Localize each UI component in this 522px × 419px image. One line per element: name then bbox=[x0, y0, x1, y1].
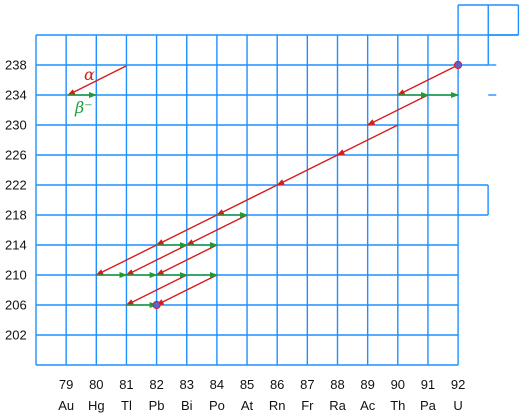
x-tick-atomic-number: 84 bbox=[210, 377, 224, 392]
x-tick-element: Hg bbox=[88, 398, 105, 413]
x-tick-atomic-number: 91 bbox=[421, 377, 435, 392]
x-tick-element: Fr bbox=[301, 398, 314, 413]
x-tick-element: Bi bbox=[181, 398, 193, 413]
x-tick-element: Tl bbox=[121, 398, 132, 413]
nuclide-node bbox=[152, 300, 161, 310]
alpha-decay-arrow bbox=[155, 244, 218, 276]
alpha-decay-arrow bbox=[155, 274, 218, 306]
x-tick-element: At bbox=[241, 398, 254, 413]
x-axis-labels: 79 Au 80 Hg 81 Tl 82 Pb 83 Bi 84 Po 85 At 86 Rn 87 Fr 88 Ra… bbox=[58, 377, 465, 413]
x-tick-element: U bbox=[453, 398, 462, 413]
x-tick-element: Pa bbox=[420, 398, 437, 413]
y-tick-label: 234 bbox=[5, 88, 27, 103]
y-tick-label: 210 bbox=[5, 268, 27, 283]
legend-beta-label: β⁻ bbox=[74, 98, 93, 117]
alpha-decay-arrow bbox=[125, 244, 188, 276]
x-tick-atomic-number: 92 bbox=[451, 377, 465, 392]
x-tick-element: Au bbox=[58, 398, 74, 413]
x-tick-element: Pb bbox=[149, 398, 165, 413]
alpha-decay-arrow bbox=[155, 214, 218, 246]
y-tick-label: 214 bbox=[5, 238, 27, 253]
x-tick-atomic-number: 90 bbox=[391, 377, 405, 392]
nodes bbox=[152, 60, 463, 310]
y-axis-labels: 238 234 230 226 222 218 214 210 206 202 bbox=[5, 58, 27, 343]
x-tick-atomic-number: 80 bbox=[89, 377, 103, 392]
alpha-decay-arrow bbox=[185, 214, 248, 246]
grid bbox=[35, 4, 520, 366]
alpha-decay-arrow bbox=[396, 64, 459, 96]
nuclide-node bbox=[454, 60, 463, 70]
y-tick-label: 226 bbox=[5, 148, 27, 163]
x-tick-atomic-number: 86 bbox=[270, 377, 284, 392]
x-tick-atomic-number: 89 bbox=[360, 377, 374, 392]
x-tick-atomic-number: 82 bbox=[149, 377, 163, 392]
alpha-decays bbox=[95, 64, 459, 306]
y-tick-label: 202 bbox=[5, 328, 27, 343]
y-tick-label: 230 bbox=[5, 118, 27, 133]
legend-alpha-label: α bbox=[84, 65, 95, 84]
x-tick-atomic-number: 85 bbox=[240, 377, 254, 392]
beta-decays bbox=[96, 92, 460, 308]
x-tick-element: Ac bbox=[360, 398, 376, 413]
legend: α β⁻ bbox=[67, 65, 127, 117]
x-tick-atomic-number: 83 bbox=[180, 377, 194, 392]
alpha-decay-arrow bbox=[366, 94, 429, 126]
x-tick-element: Rn bbox=[269, 398, 286, 413]
alpha-decay-arrow bbox=[95, 244, 157, 276]
alpha-decay-arrow bbox=[336, 124, 399, 156]
y-tick-label: 238 bbox=[5, 58, 27, 73]
x-tick-element: Th bbox=[390, 398, 405, 413]
y-tick-label: 206 bbox=[5, 298, 27, 313]
x-tick-atomic-number: 81 bbox=[119, 377, 133, 392]
x-tick-atomic-number: 87 bbox=[300, 377, 314, 392]
x-tick-element: Po bbox=[209, 398, 225, 413]
x-tick-element: Ra bbox=[329, 398, 346, 413]
y-tick-label: 222 bbox=[5, 178, 27, 193]
legend-alpha-arrow bbox=[67, 65, 127, 96]
x-tick-atomic-number: 79 bbox=[59, 377, 73, 392]
x-tick-atomic-number: 88 bbox=[330, 377, 344, 392]
y-tick-label: 218 bbox=[5, 208, 27, 223]
alpha-decay-arrow bbox=[125, 274, 188, 306]
alpha-decay-arrow bbox=[216, 184, 278, 216]
alpha-decay-arrow bbox=[276, 154, 338, 186]
